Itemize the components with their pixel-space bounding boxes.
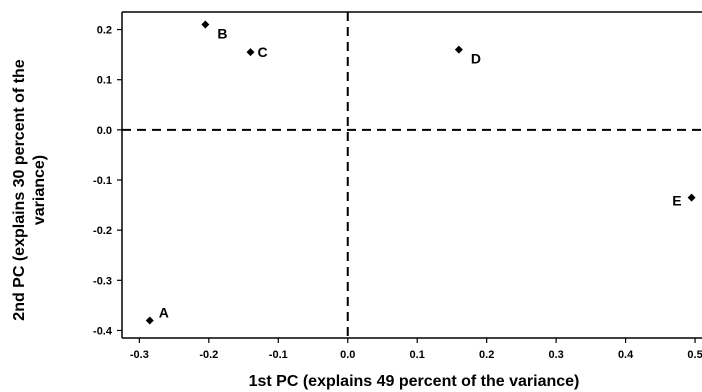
y-tick-label: 0.2 (97, 25, 112, 37)
point-label-b: B (217, 26, 227, 42)
x-tick-label: 0.1 (410, 349, 425, 361)
y-tick-label: -0.1 (93, 175, 112, 187)
y-tick-label: 0.0 (97, 125, 112, 137)
points-group: A B C D E (145, 20, 696, 325)
point-label-c: C (258, 44, 268, 60)
x-tick-label: 0.5 (687, 349, 702, 361)
x-tick-label: 0.0 (340, 349, 355, 361)
y-axis-label-line-1: 2nd PC (explains 30 percent of the (11, 59, 28, 321)
x-tick-label: 0.2 (479, 349, 494, 361)
point-label-a: A (159, 304, 169, 320)
point-marker-d (454, 45, 463, 54)
y-tick-label: -0.3 (93, 275, 112, 287)
ticks-group: -0.3 -0.2 -0.1 0.0 0.1 0.2 0.3 0.4 0.5 -0.4 -0.3 -0… (93, 25, 702, 361)
y-tick-label: -0.4 (93, 325, 113, 337)
y-tick-label: 0.1 (97, 75, 112, 87)
y-axis-label-line-2: variance) (31, 155, 48, 225)
point-label-e: E (672, 193, 681, 209)
point-marker-e (687, 193, 696, 202)
x-axis-label: 1st PC (explains 49 percent of the varia… (249, 373, 580, 390)
x-tick-label: -0.3 (130, 349, 149, 361)
x-tick-label: -0.1 (269, 349, 288, 361)
reference-lines-group (122, 12, 702, 338)
point-label-d: D (471, 51, 481, 67)
axes-group (121, 11, 702, 339)
point-marker-c (246, 48, 255, 57)
x-tick-label: 0.3 (548, 349, 563, 361)
x-tick-label: 0.4 (618, 349, 634, 361)
point-marker-a (145, 316, 154, 325)
y-tick-label: -0.2 (93, 225, 112, 237)
x-tick-label: -0.2 (199, 349, 218, 361)
point-marker-b (201, 20, 210, 29)
